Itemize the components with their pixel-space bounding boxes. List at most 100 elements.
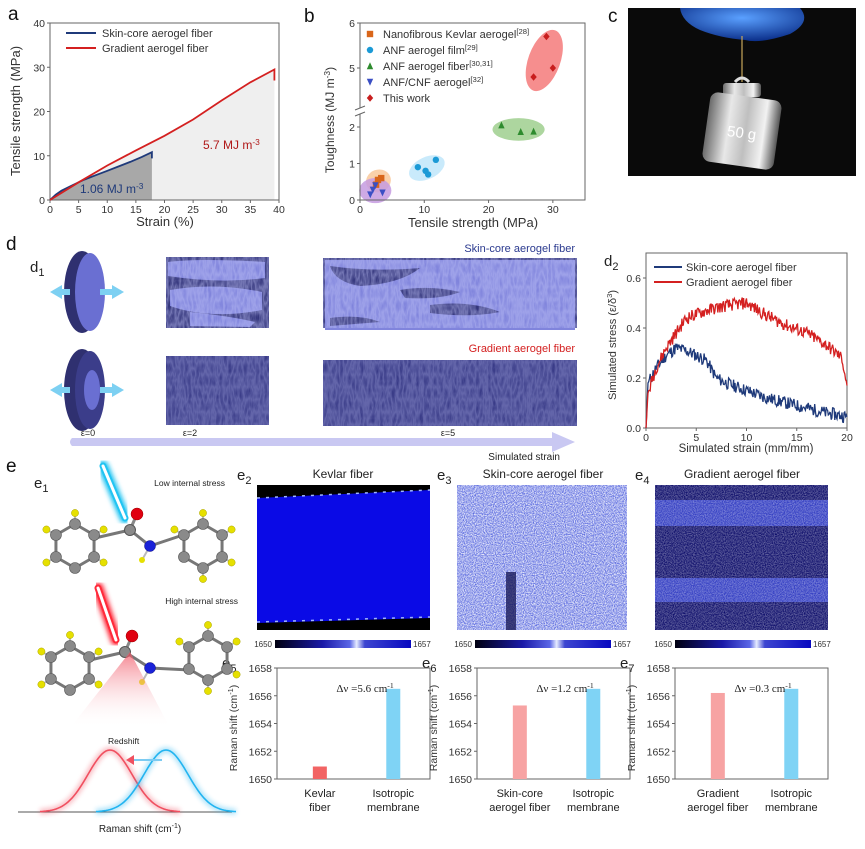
axis-break-mark: [354, 111, 366, 117]
superscript: -3: [252, 137, 260, 147]
peak-redshifted: [39, 749, 181, 813]
panel-label-e6: e6: [422, 655, 436, 675]
x-tick-label: 0: [47, 204, 53, 216]
carbon-atom: [197, 518, 209, 530]
strain-label-e0: ε=0: [81, 428, 95, 438]
x-tick-label: 20: [159, 204, 171, 216]
carbon-atom: [221, 641, 233, 653]
y-axis-label: Simulated stress (ε/δ3): [605, 290, 619, 400]
data-point: [369, 186, 377, 194]
colorbar-max: 1657: [813, 640, 831, 649]
x-tick-label: 15: [130, 204, 142, 216]
legend-label: Gradient aerogel fiber: [686, 277, 793, 289]
x-category-label: Isotropic: [572, 788, 614, 800]
nitrogen-atom: [144, 662, 156, 674]
x-tick-label: 0: [357, 204, 363, 216]
y-tick-label: 1656: [647, 691, 671, 703]
panel-label-e1: e1: [34, 475, 48, 495]
high-stress-label: High internal stress: [165, 596, 238, 606]
carbon-atom: [124, 524, 136, 536]
x-category-label: membrane: [765, 802, 818, 814]
text-part: 1.06 MJ m: [80, 182, 136, 196]
bar: [586, 688, 601, 779]
data-point: [414, 163, 422, 171]
x-category-label: membrane: [567, 802, 620, 814]
x-tick-label: 0: [643, 432, 649, 444]
map-fiber-band: [257, 490, 430, 623]
carbon-atom: [216, 551, 228, 563]
carbon-atom: [197, 562, 209, 574]
superscript: -3: [136, 181, 144, 191]
panel-label-b: b: [304, 6, 315, 27]
superscript: -1: [426, 688, 435, 695]
axis-break-gap: [356, 108, 364, 114]
row-label-skin-core: Skin-core aerogel fiber: [464, 243, 575, 255]
axis-break-mark: [354, 105, 366, 111]
y-tick-label: 0.0: [626, 423, 641, 435]
carbon-atom: [69, 518, 81, 530]
aromatic-bond: [194, 642, 222, 674]
hydrogen-atom: [37, 680, 46, 689]
panel-label-e7: e7: [620, 655, 634, 675]
superscript: [29]: [465, 43, 478, 52]
molecule-schematic: Low internal stress High internal stress…: [18, 460, 241, 835]
disk-gradient-e0: [64, 349, 105, 431]
cluster-ellipse: [359, 178, 392, 204]
y-tick-label: 1658: [449, 663, 473, 675]
strain-arrow-label: Simulated strain: [488, 452, 560, 463]
y-tick-label: 20: [33, 107, 45, 119]
area-gradient-toughness: [50, 69, 275, 200]
map-dark-streak: [506, 572, 516, 630]
stress-fan: [70, 652, 170, 728]
x-tick-label: 10: [101, 204, 113, 216]
text-part: This work: [383, 93, 431, 105]
aromatic-bond: [189, 530, 217, 562]
carbon-atom: [216, 529, 228, 541]
hydrogen-atom: [204, 621, 212, 629]
data-point: [530, 127, 537, 135]
carbon-atom: [183, 641, 195, 653]
map-title: Gradient aerogel fiber: [684, 467, 800, 481]
x-tick-label: 15: [791, 432, 803, 444]
hydrogen-atom: [139, 557, 145, 563]
weight-body: [702, 92, 782, 170]
legend-label: Skin-core aerogel fiber: [686, 262, 797, 274]
nitrogen-atom: [144, 540, 156, 552]
map-edge-highlight: [256, 489, 431, 499]
fiber-skin-core-e5: [323, 258, 577, 330]
chart-a-stress-strain: 0 5 10 15 20 25 30 35 40 0 10 20 30 40 Skin-core aerog…: [8, 18, 285, 229]
hydrogen-atom: [71, 509, 79, 517]
oxygen-atom: [130, 507, 144, 521]
superscript: [32]: [470, 75, 483, 84]
y-tick-label: 1652: [249, 746, 273, 758]
superscript: -1: [587, 681, 594, 690]
x-category-label: fiber: [309, 802, 331, 814]
hydrogen-atom: [170, 525, 179, 534]
y-tick-label: 40: [33, 18, 45, 30]
y-axis-label: Raman shift (cm-1): [226, 685, 240, 771]
x-tick-label: 35: [245, 204, 257, 216]
strain-arrow: [70, 432, 575, 452]
series-line-gradient: [49, 68, 276, 201]
y-tick-label: 1656: [449, 691, 473, 703]
data-point: [517, 128, 524, 135]
panel-label-c: c: [608, 6, 618, 27]
chart-e7-raman-bars: 1650 1652 1654 1656 1658 Gradient aerogel fibe…: [624, 663, 829, 814]
superscript: -1: [387, 681, 394, 690]
legend-label: ANF/CNF aerogel[32]: [383, 75, 483, 89]
peak-glow: [95, 746, 237, 815]
legend-marker: [366, 46, 374, 54]
carbon-atom: [83, 673, 95, 685]
weight-label: 50 g: [726, 123, 757, 144]
aromatic-bond: [61, 530, 89, 562]
delta-nu-annotation: Δν =1.2 cm-1: [536, 681, 594, 695]
raman-map-skin-core: Skin-core aerogel fiber 1650 1657: [454, 467, 631, 649]
carbon-atom: [178, 551, 190, 563]
y-tick-label: 30: [33, 62, 45, 74]
stress-indicator-core: [96, 586, 118, 642]
carbon-atom: [88, 529, 100, 541]
legend-label: This work: [383, 93, 431, 105]
hydrogen-atom: [232, 670, 241, 679]
bar: [784, 688, 799, 779]
hydrogen-atom: [94, 680, 103, 689]
